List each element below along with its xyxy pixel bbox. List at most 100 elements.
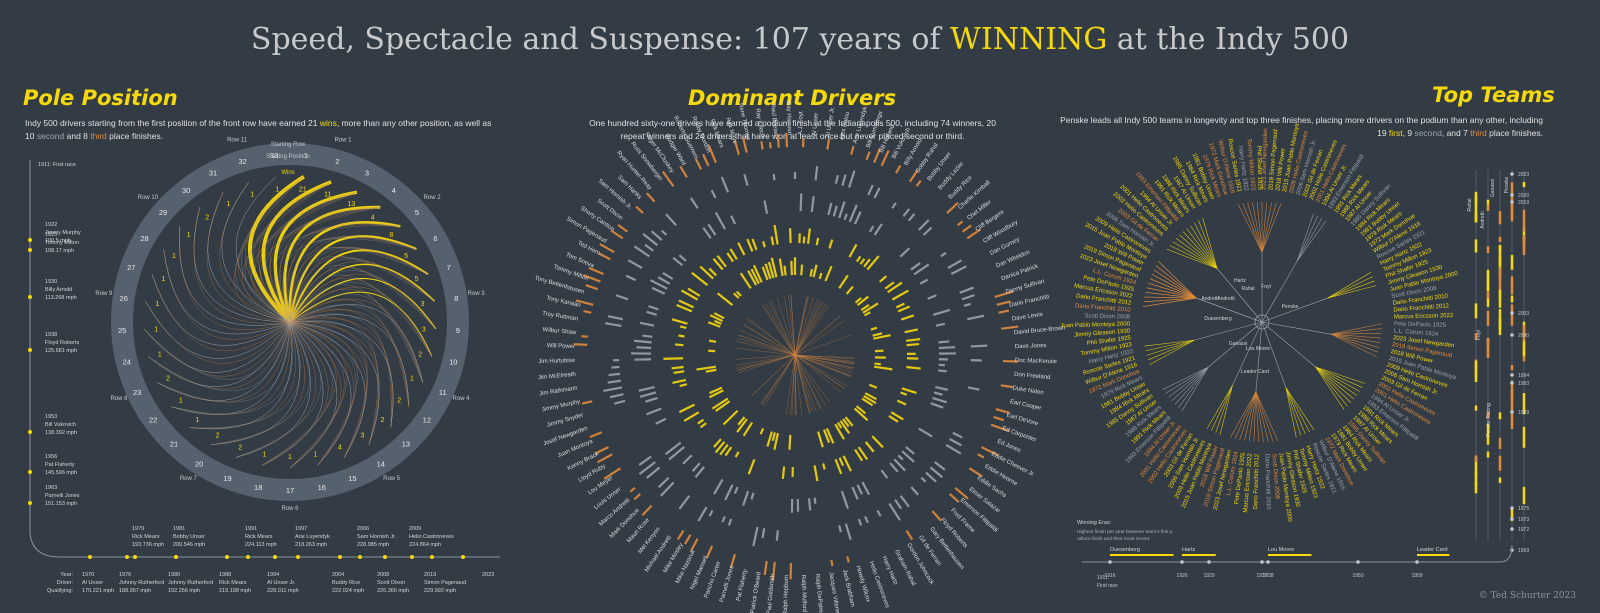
driver-name: Ralph DePalma: [814, 574, 824, 613]
wins-count-label: 13: [348, 201, 356, 208]
podium-bar: [646, 310, 658, 316]
legend-starting-row: Starting Row: [271, 142, 306, 148]
era-year-dot: [1180, 560, 1184, 564]
podium-bar: [863, 394, 877, 405]
timeline-year: 1979: [132, 526, 144, 532]
team-leaf-line: [1146, 287, 1197, 299]
driver-name: Dan Wheldon: [995, 250, 1031, 270]
win-curve: [260, 206, 381, 323]
podium-bar: [721, 515, 726, 523]
timeline-speed: 170.221 mph: [82, 588, 114, 594]
podium-bar: [935, 385, 949, 391]
inner-spoke: [794, 334, 852, 356]
podium-bar: [838, 457, 845, 467]
driver-name: Doc MacKenzie: [1015, 358, 1058, 365]
podium-bar: [730, 215, 737, 225]
podium-bar: [736, 418, 748, 433]
position-label: 5: [415, 208, 419, 217]
team-leaf-line: [1143, 297, 1197, 303]
podium-bar: [664, 441, 682, 455]
podium-bar: [884, 281, 895, 290]
win-curve: [274, 225, 401, 323]
win-curve: [288, 247, 429, 323]
podium-bar: [687, 287, 701, 297]
podium-bar: [866, 255, 880, 271]
era-year-dot: [1510, 193, 1514, 197]
driver-name: Jim Rathmann: [539, 385, 578, 397]
win-curve: [269, 206, 381, 323]
podium-bar: [771, 432, 776, 442]
podium-bar: [680, 289, 699, 301]
wins-count-label: 1: [155, 301, 159, 308]
win-curve: [163, 248, 291, 340]
wins-count-label: 4: [338, 444, 342, 451]
podium-bar: [709, 386, 723, 395]
podium-bar: [910, 262, 921, 271]
team-leaf-line: [1261, 202, 1277, 253]
podium-bar: [684, 534, 692, 545]
team-branch: [1261, 261, 1298, 323]
podium-bar: [861, 481, 871, 496]
wins-count-label: 3: [360, 433, 364, 440]
podium-bar: [719, 443, 729, 456]
podium-bar: [790, 260, 793, 276]
era-year-label: 1969: [1518, 548, 1529, 554]
driver-name: Pat Flaherty: [736, 569, 749, 602]
team-leaf-line: [1172, 241, 1218, 269]
podium-bar: [611, 365, 620, 369]
team-branch: [1208, 321, 1263, 368]
team-branch: [1216, 268, 1263, 323]
win-curve: [288, 235, 417, 323]
podium-bar: [714, 441, 726, 454]
podium-bar: [665, 213, 677, 226]
team-leaf-line: [1190, 225, 1218, 269]
win-curve: [147, 321, 291, 390]
driver-name: Tony Kanaan: [546, 295, 581, 308]
team-leaf-line: [1315, 366, 1358, 396]
timeline-dot: [28, 295, 32, 299]
team-leaf-line: [1145, 292, 1197, 299]
timeline-key-year: Year:: [60, 572, 73, 578]
inner-spoke: [747, 317, 796, 356]
podium-bar: [853, 407, 869, 421]
podium-bar: [864, 392, 877, 401]
team-leaf-line: [1330, 333, 1382, 335]
podium-bar: [813, 465, 819, 482]
team-leaf-line: [1285, 387, 1297, 438]
timeline-dot: [125, 555, 129, 559]
podium-bar: [775, 530, 779, 541]
podium-bar: [702, 227, 712, 239]
inner-spoke: [794, 354, 854, 371]
inner-spoke: [794, 354, 855, 362]
podium-bar: [961, 224, 972, 233]
podium-bar: [967, 386, 980, 391]
team-branch-label: Hartz: [1234, 278, 1246, 284]
podium-bar: [697, 506, 708, 522]
team-leaf-line: [1202, 217, 1218, 269]
podium-bar: [910, 486, 919, 496]
era-team-label: Ganassi: [1490, 179, 1496, 197]
podium-bar: [645, 396, 658, 403]
podium-bar: [713, 312, 725, 320]
timeline-speed: 151.153 mph: [45, 501, 77, 507]
inner-spoke: [794, 315, 841, 356]
team-driver-name: Dario Franchitti 2012: [1393, 303, 1450, 313]
driver-name: A.J. Foyt: [798, 111, 805, 135]
position-label: 26: [120, 294, 128, 303]
podium-bar: [938, 340, 950, 344]
podium-bar: [720, 176, 730, 193]
wins-count-label: 1: [187, 232, 191, 239]
win-curve: [219, 181, 291, 323]
win-curve: [289, 256, 435, 323]
podium-bar: [708, 339, 717, 343]
podium-bar: [857, 446, 869, 461]
inner-spoke: [794, 303, 827, 356]
podium-bar: [824, 265, 833, 282]
inner-spoke: [761, 354, 796, 406]
row-label: Row 10: [138, 195, 159, 201]
position-label: 23: [133, 388, 141, 397]
podium-bar: [938, 369, 947, 373]
team-leaf-line: [1327, 276, 1374, 299]
team-leaf-line: [1239, 391, 1257, 440]
inner-spoke: [736, 341, 796, 356]
